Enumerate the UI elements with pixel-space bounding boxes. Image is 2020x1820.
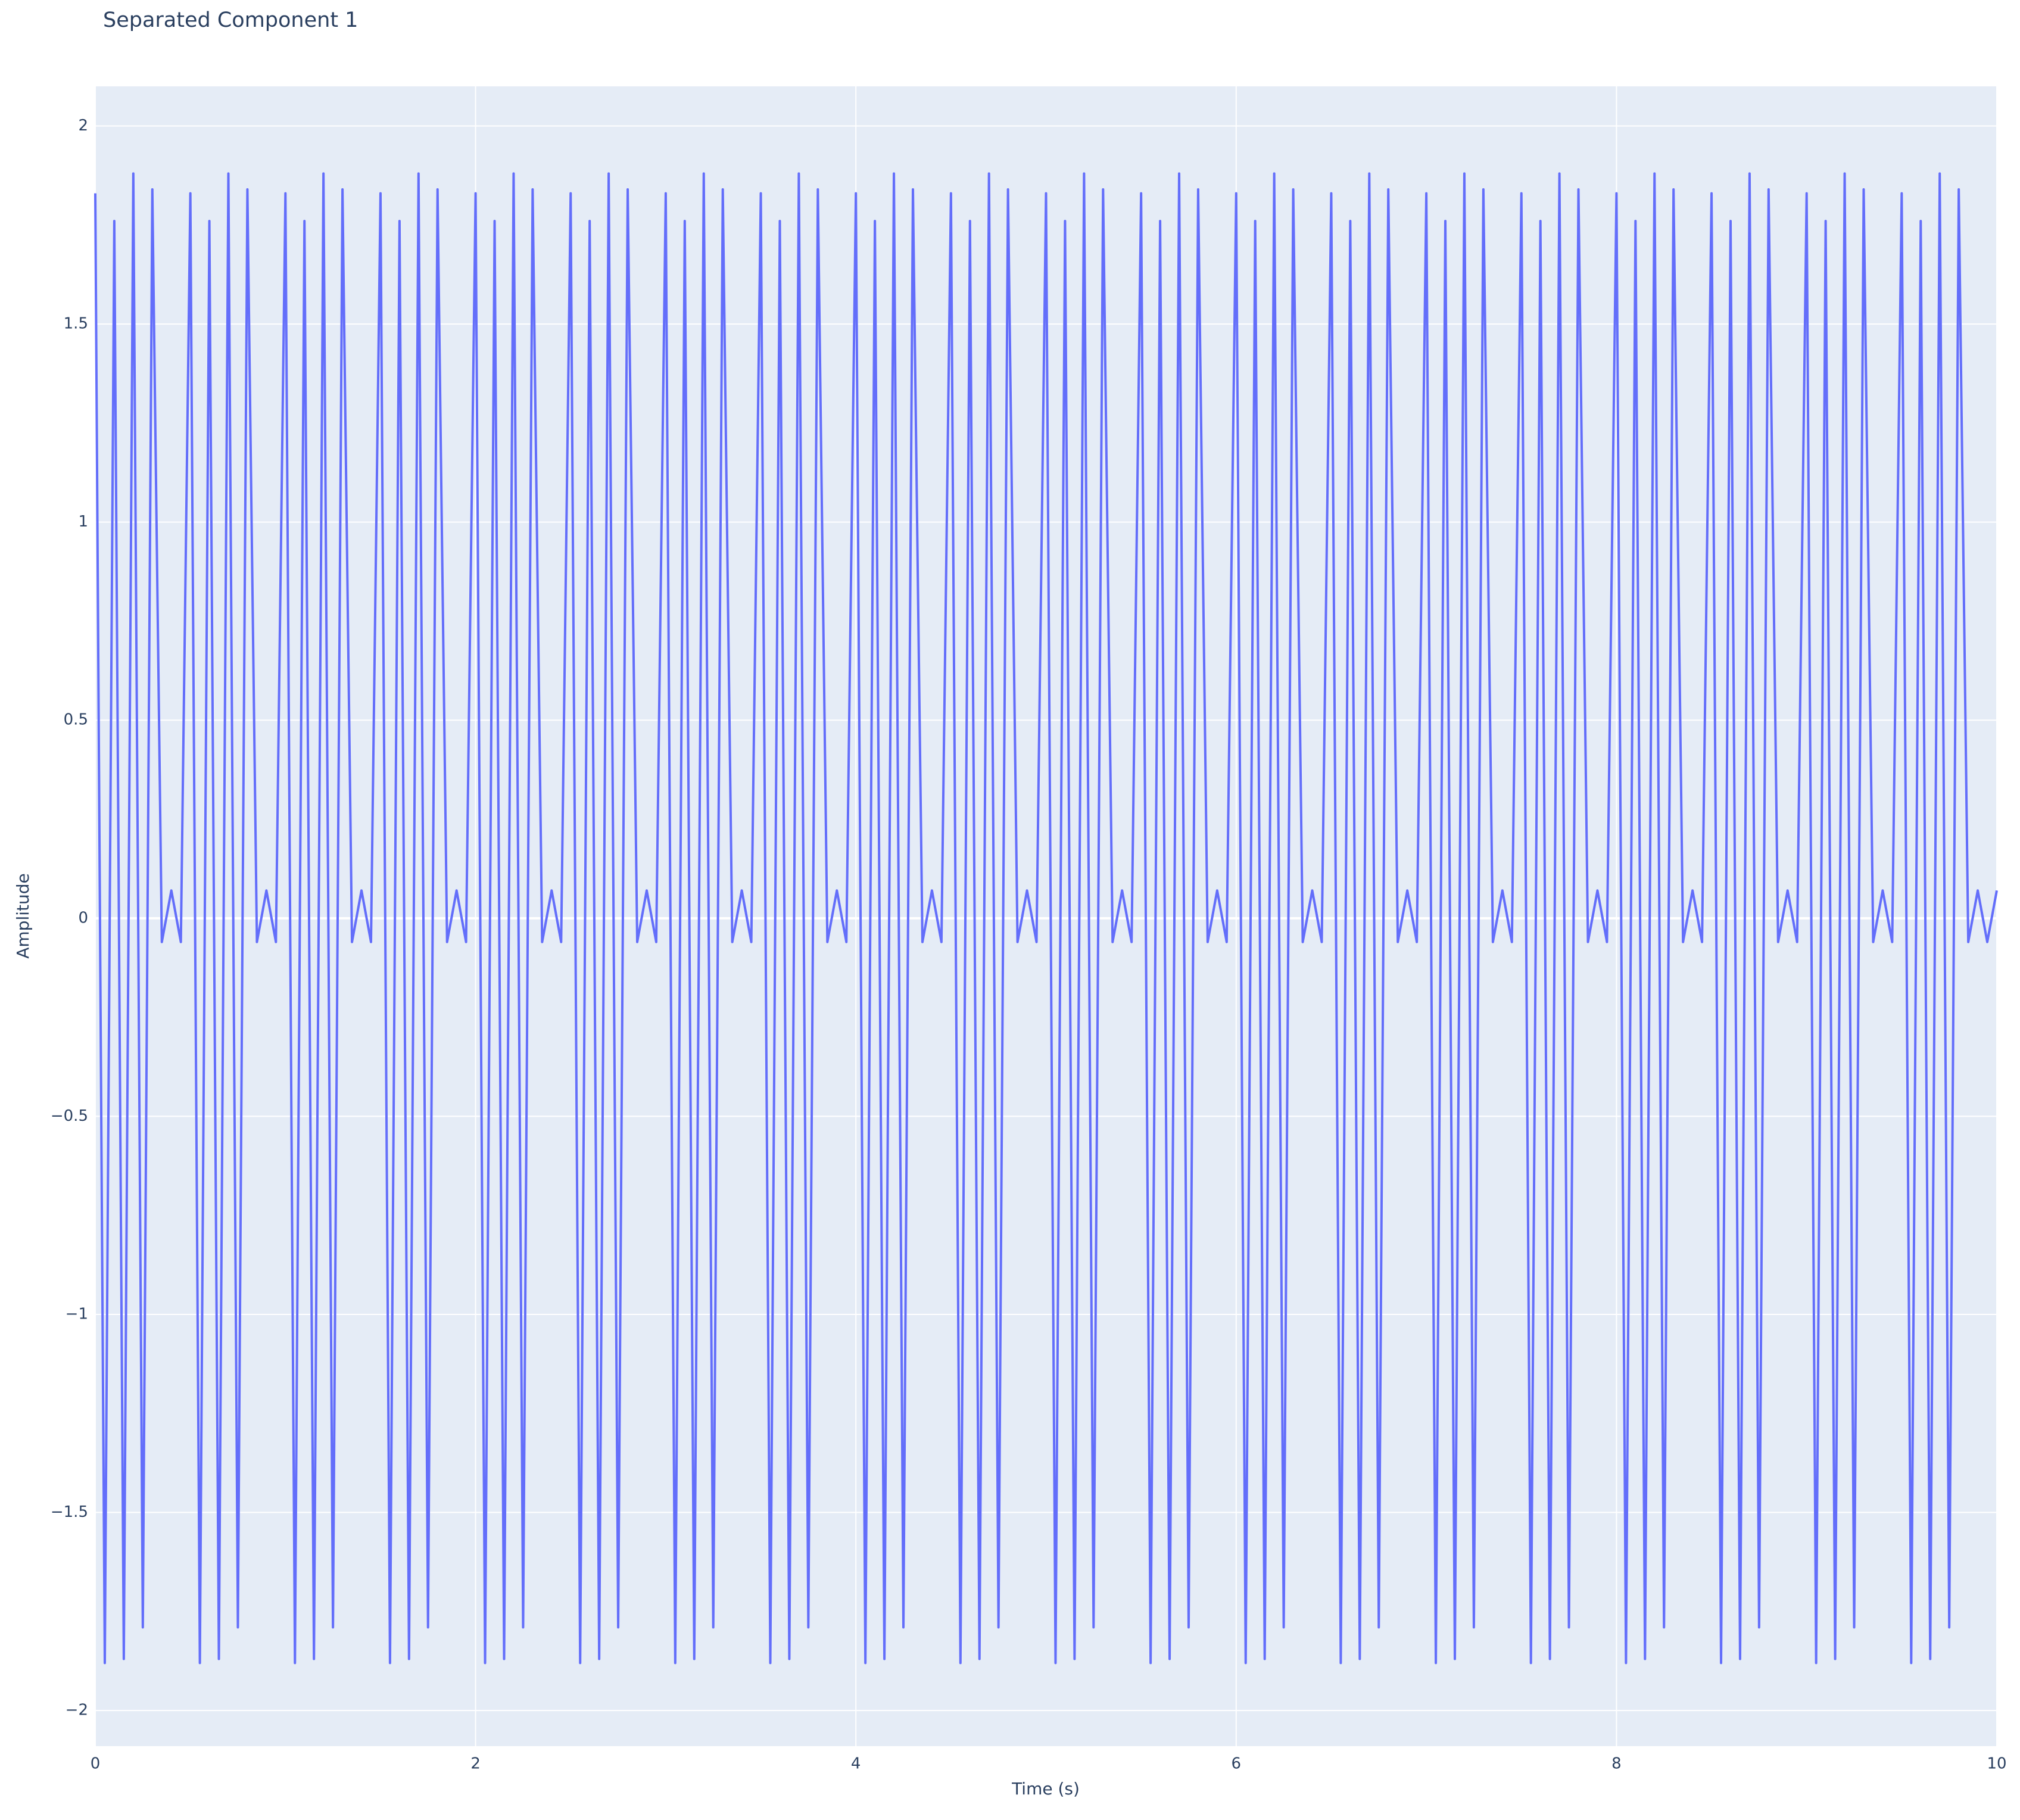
y-axis-title: Amplitude	[13, 873, 33, 959]
x-tick-label: 10	[1987, 1755, 2006, 1773]
x-tick-label: 6	[1232, 1755, 1242, 1773]
y-tick-label: 1	[78, 513, 88, 531]
x-axis-title: Time (s)	[1011, 1779, 1080, 1799]
chart-title: Separated Component 1	[103, 8, 358, 32]
x-tick-label: 8	[1611, 1755, 1622, 1773]
y-tick-label: 2	[78, 117, 88, 135]
y-tick-label: 0	[78, 909, 88, 927]
x-tick-label: 0	[91, 1755, 101, 1773]
y-tick-label: −1	[66, 1305, 88, 1323]
y-tick-label: 1.5	[64, 315, 88, 333]
x-tick-label: 2	[470, 1755, 481, 1773]
y-tick-label: −1.5	[51, 1503, 88, 1521]
y-tick-label: 0.5	[64, 711, 88, 729]
y-tick-label: −2	[66, 1701, 88, 1719]
signal-line	[94, 172, 1998, 1665]
x-tick-label: 4	[851, 1755, 861, 1773]
y-tick-label: −0.5	[51, 1107, 88, 1125]
